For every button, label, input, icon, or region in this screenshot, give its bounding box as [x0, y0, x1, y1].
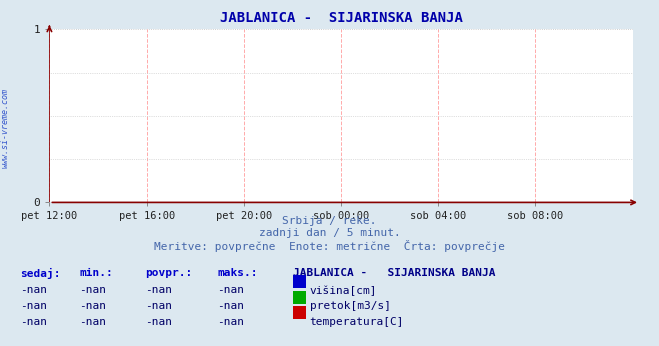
Title: JABLANICA -  SIJARINSKA BANJA: JABLANICA - SIJARINSKA BANJA: [219, 11, 463, 26]
Text: maks.:: maks.:: [217, 268, 258, 278]
Text: www.si-vreme.com: www.si-vreme.com: [1, 88, 10, 168]
Text: Meritve: povprečne  Enote: metrične  Črta: povprečje: Meritve: povprečne Enote: metrične Črta:…: [154, 240, 505, 253]
Text: -nan: -nan: [79, 285, 106, 295]
Text: Srbija / reke.: Srbija / reke.: [282, 216, 377, 226]
Text: -nan: -nan: [20, 317, 47, 327]
Text: povpr.:: povpr.:: [145, 268, 192, 278]
Text: -nan: -nan: [79, 301, 106, 311]
Text: min.:: min.:: [79, 268, 113, 278]
Text: zadnji dan / 5 minut.: zadnji dan / 5 minut.: [258, 228, 401, 238]
Text: sedaj:: sedaj:: [20, 268, 60, 279]
Text: višina[cm]: višina[cm]: [310, 285, 377, 296]
Text: -nan: -nan: [79, 317, 106, 327]
Text: pretok[m3/s]: pretok[m3/s]: [310, 301, 391, 311]
Text: -nan: -nan: [217, 317, 244, 327]
Text: JABLANICA -   SIJARINSKA BANJA: JABLANICA - SIJARINSKA BANJA: [293, 268, 496, 278]
Text: -nan: -nan: [145, 317, 172, 327]
Text: temperatura[C]: temperatura[C]: [310, 317, 404, 327]
Text: -nan: -nan: [145, 301, 172, 311]
Text: -nan: -nan: [217, 301, 244, 311]
Text: -nan: -nan: [145, 285, 172, 295]
Text: -nan: -nan: [20, 301, 47, 311]
Text: -nan: -nan: [20, 285, 47, 295]
Text: -nan: -nan: [217, 285, 244, 295]
